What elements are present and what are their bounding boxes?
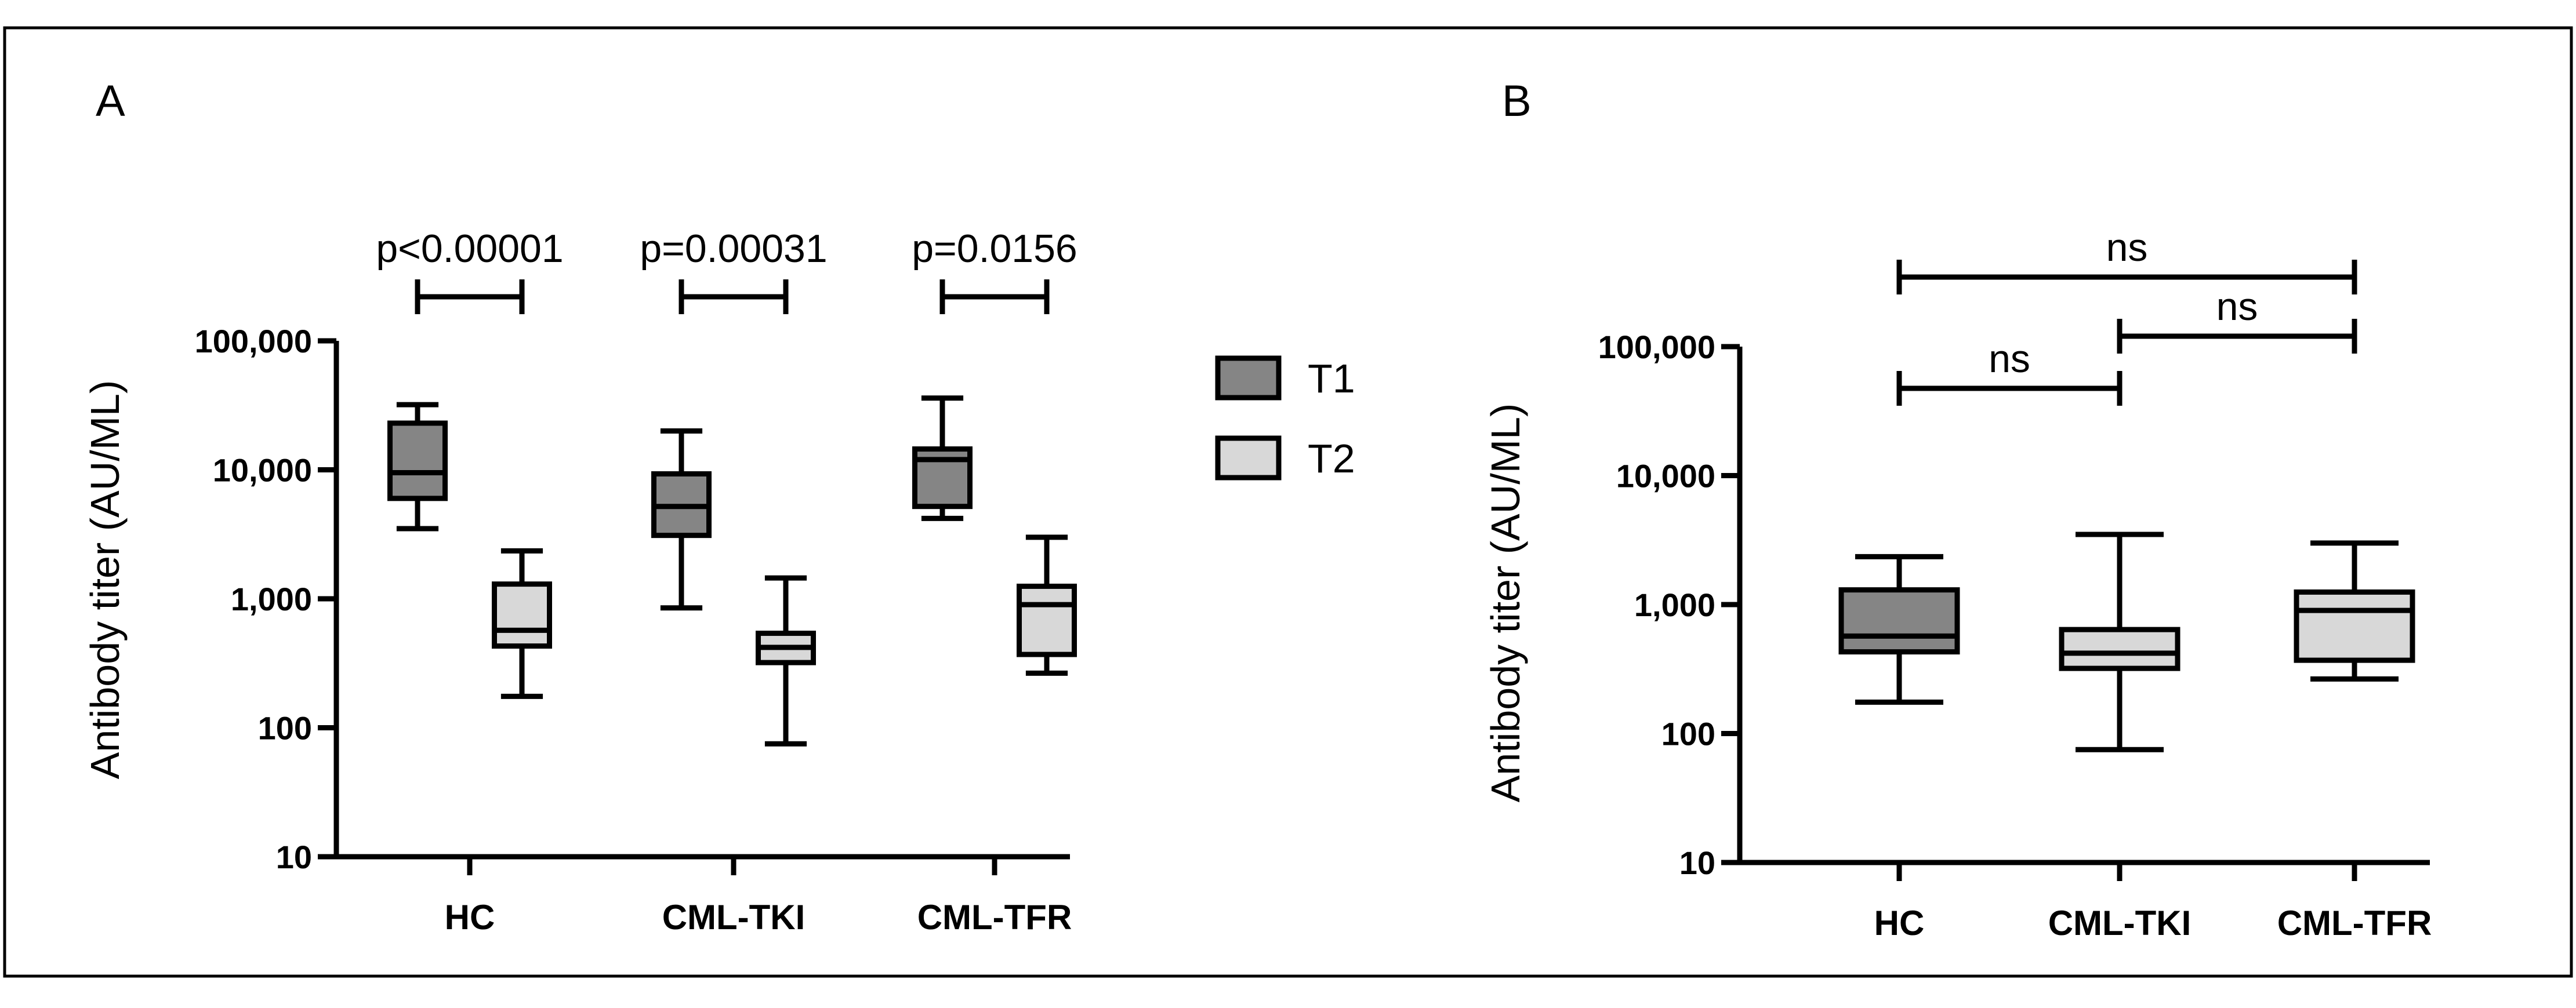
box-t2-cml-tfr <box>1017 534 1077 676</box>
box-t2-hc-iqr <box>1838 587 1960 655</box>
x-tick-label-cml-tki: CML-TKI <box>2048 904 2192 943</box>
panel-a-boxes <box>387 395 1077 747</box>
x-tick-label-cml-tfr: CML-TFR <box>917 898 1072 937</box>
panel-b-annotations: ns ns ns <box>1896 225 2357 406</box>
legend-swatch-t2 <box>1215 435 1282 481</box>
y-tick-label-10000: 10,000 <box>1616 458 1715 494</box>
panel-b-boxes <box>1838 532 2415 752</box>
box-t2-cml-tki <box>2059 532 2180 752</box>
figure-border <box>3 26 2573 978</box>
box-t1-cml-tki <box>651 428 712 611</box>
panel-a-annotations: p<0.00001 p=0.00031 p=0.0156 <box>376 227 1077 314</box>
box-t2-hc <box>1838 554 1960 705</box>
box-t2-cml-tfr <box>2294 540 2415 682</box>
panel-b-letter: B <box>1502 77 1532 126</box>
y-tick-label-10: 10 <box>1679 845 1715 881</box>
box-t2-cml-tki-iqr <box>2059 627 2180 671</box>
comparison-hc-vs-cml-tki-label: ns <box>1989 337 2030 381</box>
pvalue-label-hc: p<0.00001 <box>376 227 563 271</box>
panel-a-ylabel: Antibody titer (AU/ML) <box>82 380 128 780</box>
panel-b-ylabel: Antibody titer (AU/ML) <box>1483 403 1528 803</box>
comparison-cml-tki-vs-cml-tfr-label: ns <box>2216 285 2258 329</box>
x-tick-label-cml-tfr: CML-TFR <box>2277 904 2432 943</box>
y-tick-label-10000: 10,000 <box>213 452 312 489</box>
box-t1-cml-tfr <box>912 395 973 521</box>
panel-b-axes: 10 100 1,000 10,000 100,000 HC CML-TKI CML-TFR <box>1598 329 2432 943</box>
pvalue-label-cml-tki: p=0.00031 <box>640 227 827 271</box>
y-tick-label-100: 100 <box>1661 716 1715 752</box>
box-t2-hc <box>492 548 552 699</box>
pvalue-label-cml-tfr: p=0.0156 <box>912 227 1077 271</box>
x-tick-label-cml-tki: CML-TKI <box>662 898 806 937</box>
y-tick-label-1000: 1,000 <box>1634 587 1715 623</box>
x-tick-label-hc: HC <box>445 898 495 937</box>
box-t2-cml-tki <box>756 575 816 747</box>
box-t2-cml-tfr-iqr <box>2294 589 2415 663</box>
y-tick-label-10: 10 <box>276 839 312 875</box>
box-t1-hc <box>387 402 448 532</box>
panel-a-axes: 10 100 1,000 10,000 100,000 HC CML-TKI CML-TFR <box>195 323 1072 937</box>
y-tick-label-100000: 100,000 <box>1598 329 1715 365</box>
panel-a-letter: A <box>96 77 125 126</box>
box-t2-cml-tfr-iqr <box>1017 583 1077 657</box>
y-tick-label-100000: 100,000 <box>195 323 312 359</box>
y-tick-label-100: 100 <box>258 710 312 747</box>
box-t1-hc-iqr <box>387 420 448 501</box>
legend-label-t2: T2 <box>1308 436 1355 481</box>
panel-b: B Antibody titer (AU/ML) 10 100 1,000 10,00… <box>1483 77 2432 943</box>
x-tick-label-hc: HC <box>1874 904 1925 943</box>
y-tick-label-1000: 1,000 <box>231 581 312 617</box>
panel-a: A Antibody titer (AU/ML) 10 100 1,000 10,00… <box>82 77 1077 937</box>
legend-label-t1: T1 <box>1308 356 1355 401</box>
legend: T1 T2 <box>1215 355 1355 481</box>
box-t2-hc-iqr <box>492 581 552 649</box>
comparison-hc-vs-cml-tfr-label: ns <box>2106 225 2148 270</box>
legend-swatch-t1 <box>1215 355 1282 401</box>
